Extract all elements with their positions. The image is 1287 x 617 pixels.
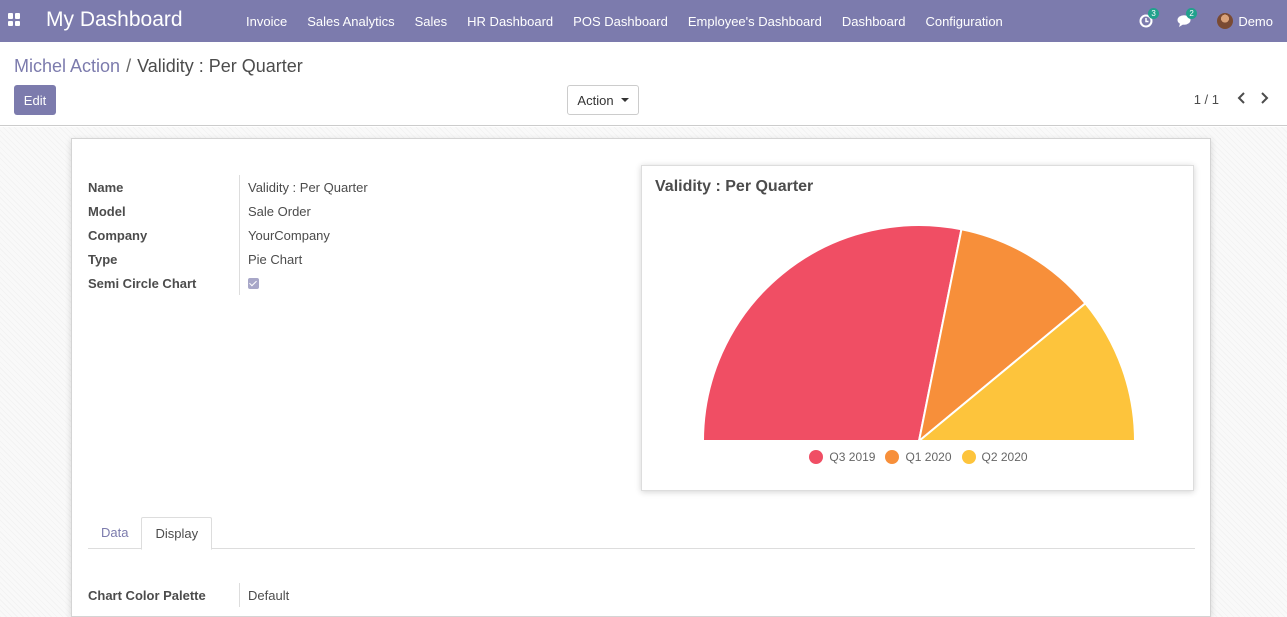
legend-swatch — [885, 450, 900, 464]
breadcrumb-parent[interactable]: Michel Action — [14, 56, 121, 76]
pager-next-button[interactable] — [1253, 92, 1275, 107]
pager-value[interactable]: 1 / 1 — [1193, 92, 1219, 107]
menu-item-hr-dashboard[interactable]: HR Dashboard — [467, 13, 554, 29]
edit-button[interactable]: Edit — [14, 85, 56, 115]
field-type: Type Pie Chart — [88, 247, 368, 271]
field-chart-color-palette: Chart Color Palette Default — [88, 583, 289, 607]
field-name: Name Validity : Per Quarter — [88, 175, 368, 199]
chevron-left-icon — [1237, 92, 1245, 104]
field-value: Pie Chart — [239, 247, 302, 271]
breadcrumb-current: Validity : Per Quarter — [137, 56, 303, 76]
legend-swatch — [961, 450, 976, 464]
chart-preview-card: Validity : Per Quarter Q3 2019 Q1 2020 Q2 … — [641, 165, 1194, 491]
menu-item-invoice[interactable]: Invoice — [246, 13, 288, 29]
caret-down-icon — [620, 98, 629, 102]
tab-display[interactable]: Display — [141, 517, 213, 550]
form-fields: Name Validity : Per Quarter Model Sale O… — [88, 175, 368, 295]
field-value: Validity : Per Quarter — [239, 175, 368, 199]
field-company: Company YourCompany — [88, 223, 368, 247]
legend-swatch — [809, 450, 824, 464]
activity-count-badge: 3 — [1148, 8, 1159, 19]
tab-data[interactable]: Data — [101, 525, 129, 540]
legend-label: Q3 2019 — [829, 450, 876, 464]
menu-item-pos-dashboard[interactable]: POS Dashboard — [573, 13, 668, 29]
field-label: Company — [88, 227, 148, 243]
field-label: Type — [88, 251, 118, 267]
field-value — [239, 271, 259, 295]
control-panel: Michel Action / Validity : Per Quarter Edi… — [0, 42, 1287, 126]
field-label: Chart Color Palette — [88, 587, 206, 603]
pie-slice-q3-2019[interactable] — [701, 224, 963, 442]
chart-title: Validity : Per Quarter — [655, 178, 814, 195]
main-menu: Invoice Sales Analytics Sales HR Dashboa… — [236, 0, 1013, 42]
field-label: Model — [88, 203, 126, 219]
pie-slice-q1-2020[interactable] — [917, 228, 1087, 444]
breadcrumb: Michel Action / Validity : Per Quarter — [14, 56, 303, 77]
apps-menu-icon[interactable] — [8, 13, 21, 26]
pie-slice-q2-2020[interactable] — [916, 301, 1137, 442]
messages-button[interactable]: 2 — [1177, 8, 1197, 28]
field-value: YourCompany — [239, 223, 330, 247]
avatar — [1217, 13, 1234, 29]
field-value: Default — [239, 583, 289, 607]
systray: 3 2 Demo — [1139, 0, 1287, 42]
legend-item[interactable]: Q3 2019 — [809, 450, 875, 464]
menu-item-sales-analytics[interactable]: Sales Analytics — [307, 13, 395, 29]
top-navbar: My Dashboard Invoice Sales Analytics Sal… — [0, 0, 1287, 42]
message-count-badge: 2 — [1186, 8, 1197, 19]
field-model: Model Sale Order — [88, 199, 368, 223]
form-tabs: Data Display — [88, 517, 1195, 550]
field-semi-circle: Semi Circle Chart — [88, 271, 368, 295]
breadcrumb-separator: / — [126, 56, 132, 76]
pager-previous-button[interactable] — [1231, 92, 1253, 107]
action-dropdown-button[interactable]: Action — [567, 85, 639, 115]
activity-button[interactable]: 3 — [1139, 8, 1159, 28]
field-label: Semi Circle Chart — [88, 275, 197, 291]
app-title[interactable]: My Dashboard — [46, 8, 183, 31]
chevron-right-icon — [1261, 92, 1269, 104]
legend-label: Q1 2020 — [905, 450, 952, 464]
legend-item[interactable]: Q1 2020 — [885, 450, 952, 464]
menu-item-employees-dashboard[interactable]: Employee's Dashboard — [687, 13, 822, 29]
field-label: Name — [88, 179, 124, 195]
menu-item-configuration[interactable]: Configuration — [925, 13, 1003, 29]
chart-svg — [701, 224, 1137, 444]
semi-circle-checkbox[interactable] — [248, 277, 259, 289]
action-label: Action — [577, 92, 614, 108]
legend-item[interactable]: Q2 2020 — [961, 450, 1028, 464]
menu-item-sales[interactable]: Sales — [414, 13, 448, 29]
user-menu[interactable]: Demo — [1217, 13, 1273, 29]
menu-item-dashboard[interactable]: Dashboard — [841, 13, 906, 29]
user-name: Demo — [1238, 13, 1273, 29]
chart-legend: Q3 2019 Q1 2020 Q2 2020 — [642, 450, 1195, 464]
pager: 1 / 1 — [1194, 92, 1275, 107]
form-sheet: Name Validity : Per Quarter Model Sale O… — [71, 138, 1211, 617]
legend-label: Q2 2020 — [981, 450, 1028, 464]
field-value: Sale Order — [239, 199, 311, 223]
clock-icon — [1139, 14, 1153, 28]
